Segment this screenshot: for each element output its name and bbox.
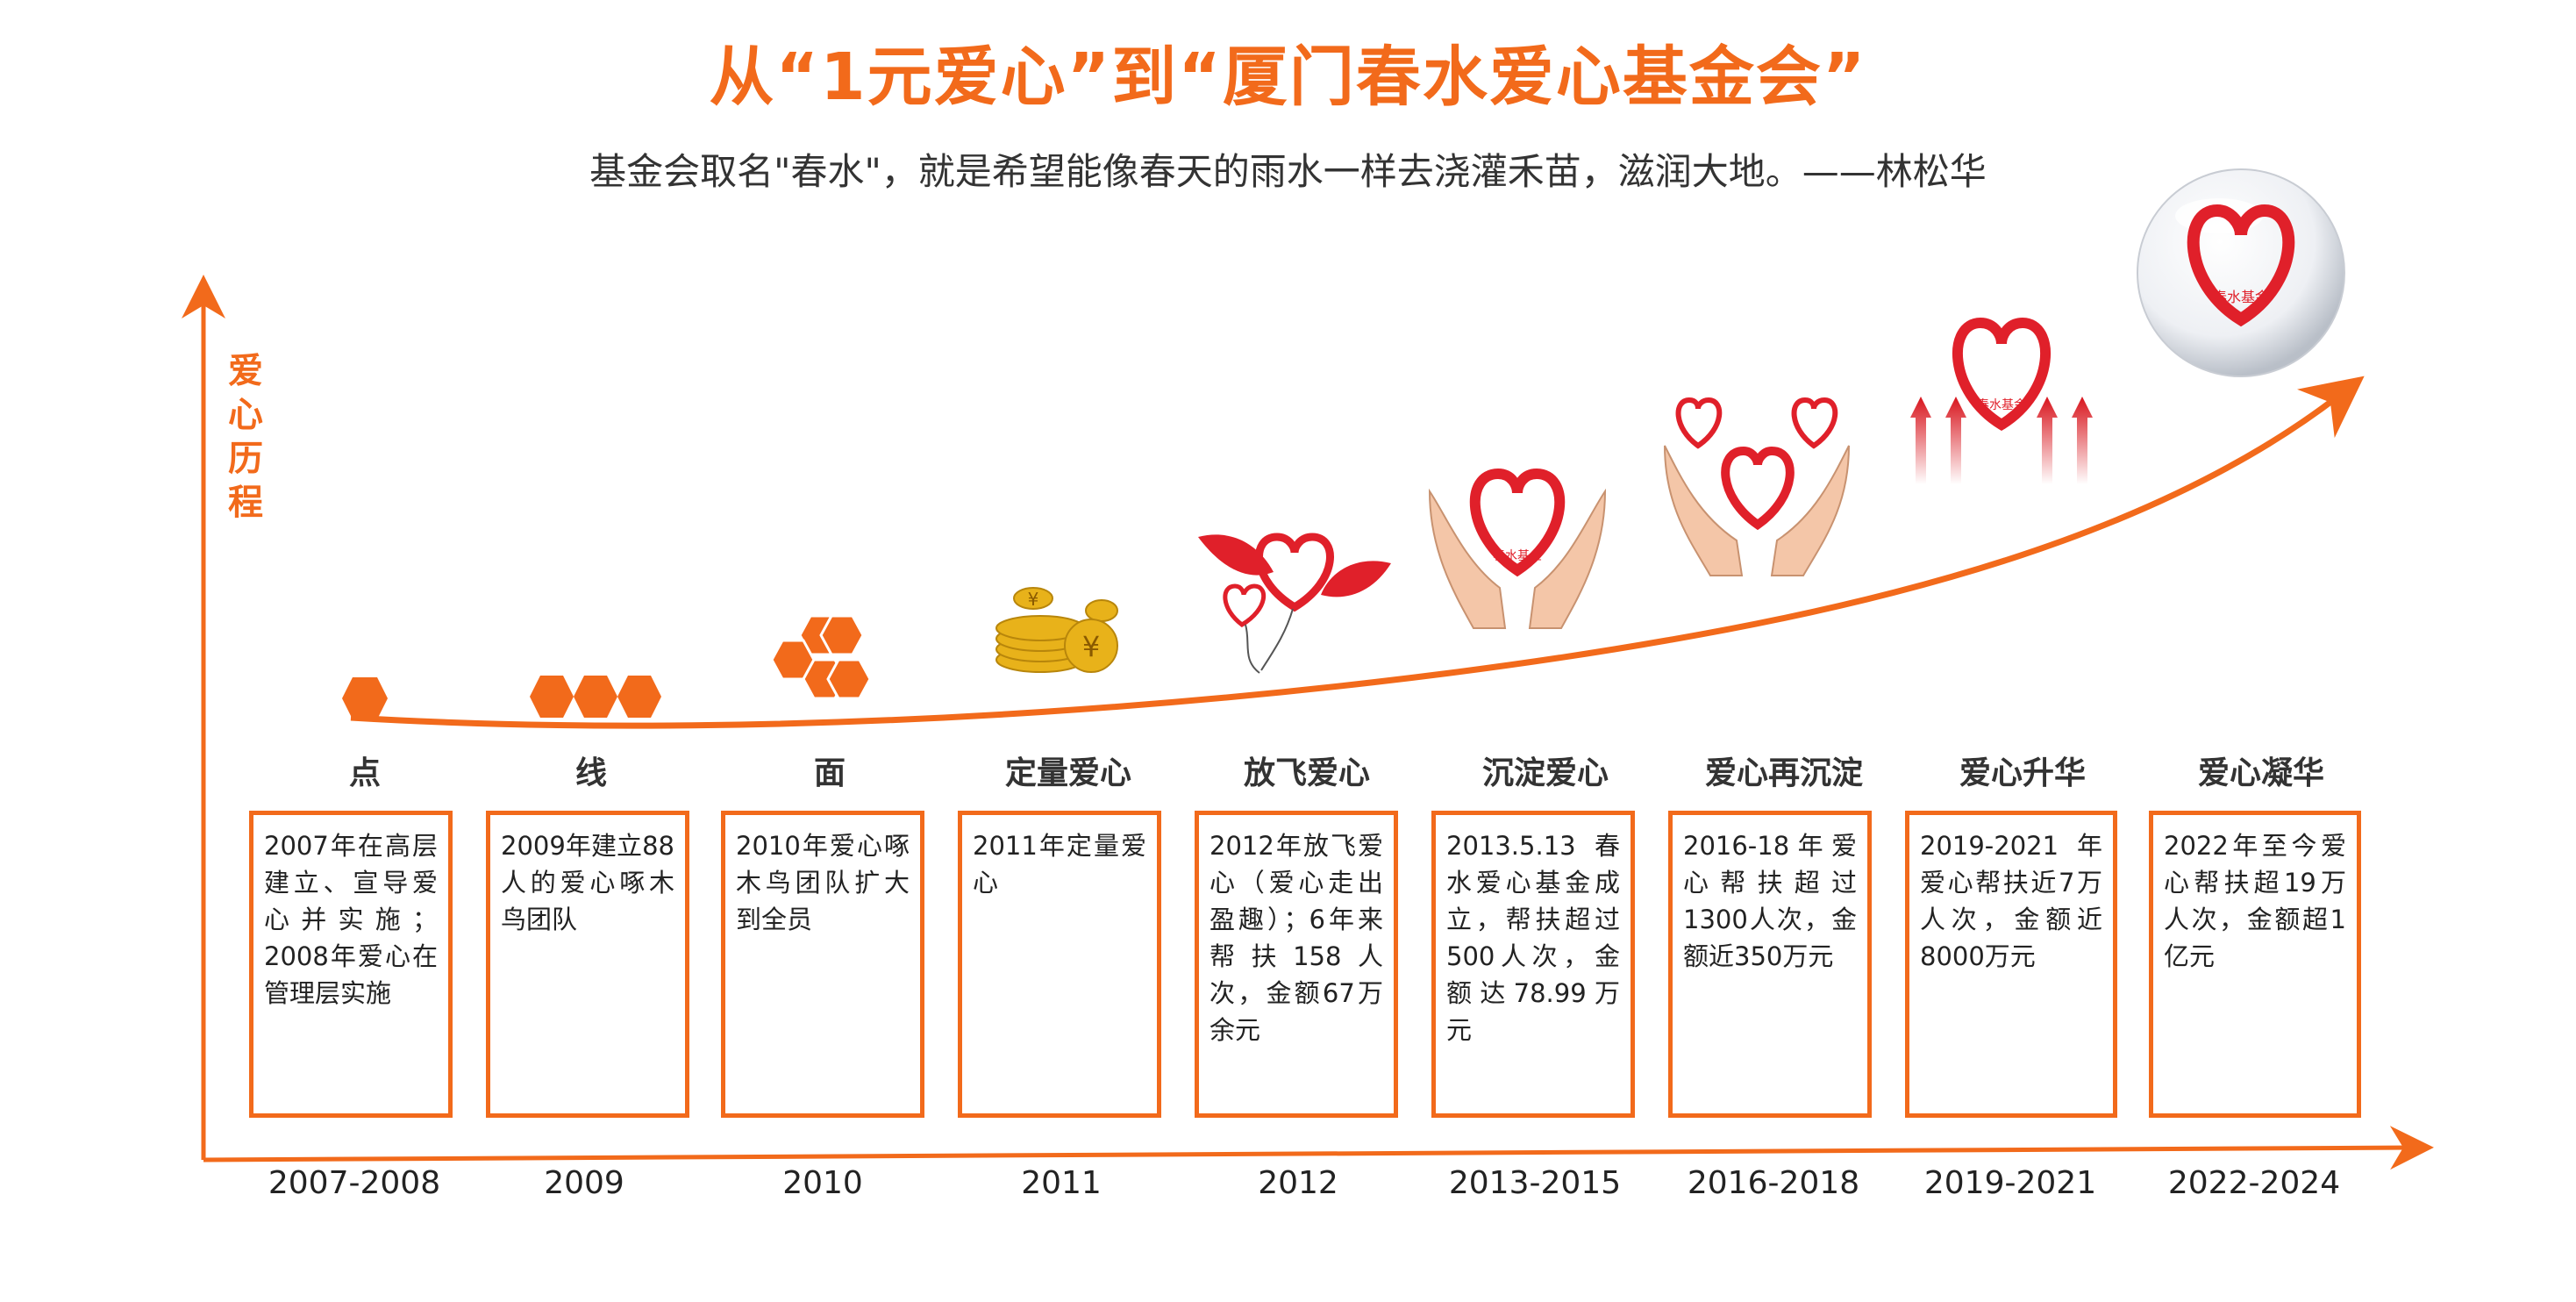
growth-curve <box>350 376 2365 729</box>
page-title: 从“1元爱心”到“厦门春水爱心基金会” <box>709 39 1867 115</box>
stage-description-3: 2010年爱心啄木鸟团队扩大到全员 <box>721 811 924 1118</box>
stage-description-7: 2016-18年爱心帮扶超过1300人次，金额近350万元 <box>1668 811 1872 1118</box>
svg-text:春水基金: 春水基金 <box>1977 397 2026 412</box>
hands-heart-icon: 春水基金 <box>1428 468 1607 629</box>
stage-description-6: 2013.5.13 春水爱心基金成立，帮扶超过500人次，金额达78.99万元 <box>1431 811 1635 1118</box>
stage-name-3: 面 <box>813 755 846 791</box>
svg-text:¥: ¥ <box>1082 630 1100 663</box>
winged-heart-icon <box>1198 533 1391 674</box>
hands-hearts-icon <box>1664 397 1850 576</box>
stage-name-7: 爱心再沉淀 <box>1704 755 1863 791</box>
x-axis <box>203 1126 2434 1170</box>
stage-name-9: 爱心凝华 <box>2197 755 2324 791</box>
stage-name-6: 沉淀爱心 <box>1481 755 1609 791</box>
stage-name-2: 线 <box>574 755 607 791</box>
stage-description-5: 2012年放飞爱心（爱心走出盈趣）；6年来帮扶158人次，金额67万余元 <box>1195 811 1398 1118</box>
svg-text:春水基金: 春水基金 <box>2213 289 2269 305</box>
stage-year-1: 2007-2008 <box>268 1165 441 1201</box>
stage-description-8: 2019-2021 年爱心帮扶近7万人次，金额近8000万元 <box>1905 811 2117 1118</box>
three-hexagons-icon <box>530 676 661 718</box>
stage-description-2: 2009年建立88人的爱心啄木鸟团队 <box>486 811 689 1118</box>
stage-year-9: 2022-2024 <box>2167 1165 2341 1201</box>
coins-icon: ¥ ¥ <box>995 587 1118 673</box>
svg-text:春水基金: 春水基金 <box>1493 548 1542 563</box>
stage-year-3: 2010 <box>782 1165 863 1201</box>
heart-orb-icon: 春水基金 <box>2137 168 2345 377</box>
stage-description-1: 2007年在高层建立、宣导爱心并实施；2008年爱心在管理层实施 <box>249 811 453 1118</box>
stage-year-5: 2012 <box>1258 1165 1338 1201</box>
stage-name-1: 点 <box>348 755 381 791</box>
single-hexagon-icon <box>342 677 388 719</box>
y-axis-label: 爱 心 历 程 <box>228 351 263 523</box>
honeycomb-icon <box>772 614 872 700</box>
stage-description-4: 2011年定量爱心 <box>958 811 1161 1118</box>
rising-heart-icon: 春水基金 <box>1910 317 2093 484</box>
stage-name-4: 定量爱心 <box>1004 755 1131 791</box>
svg-text:¥: ¥ <box>1028 589 1039 610</box>
stage-name-8: 爱心升华 <box>1959 755 2086 791</box>
stage-year-7: 2016-2018 <box>1687 1165 1860 1201</box>
stage-description-9: 2022年至今爱心帮扶超19万人次，金额超1亿元 <box>2149 811 2361 1118</box>
stage-year-4: 2011 <box>1021 1165 1102 1201</box>
stage-year-6: 2013-2015 <box>1448 1165 1622 1201</box>
stage-name-5: 放飞爱心 <box>1243 755 1370 791</box>
page-subtitle: 基金会取名"春水"，就是希望能像春天的雨水一样去浇灌禾苗，滋润大地。——林松华 <box>589 150 1987 193</box>
stage-year-8: 2019-2021 <box>1923 1165 2097 1201</box>
stage-year-2: 2009 <box>544 1165 624 1201</box>
